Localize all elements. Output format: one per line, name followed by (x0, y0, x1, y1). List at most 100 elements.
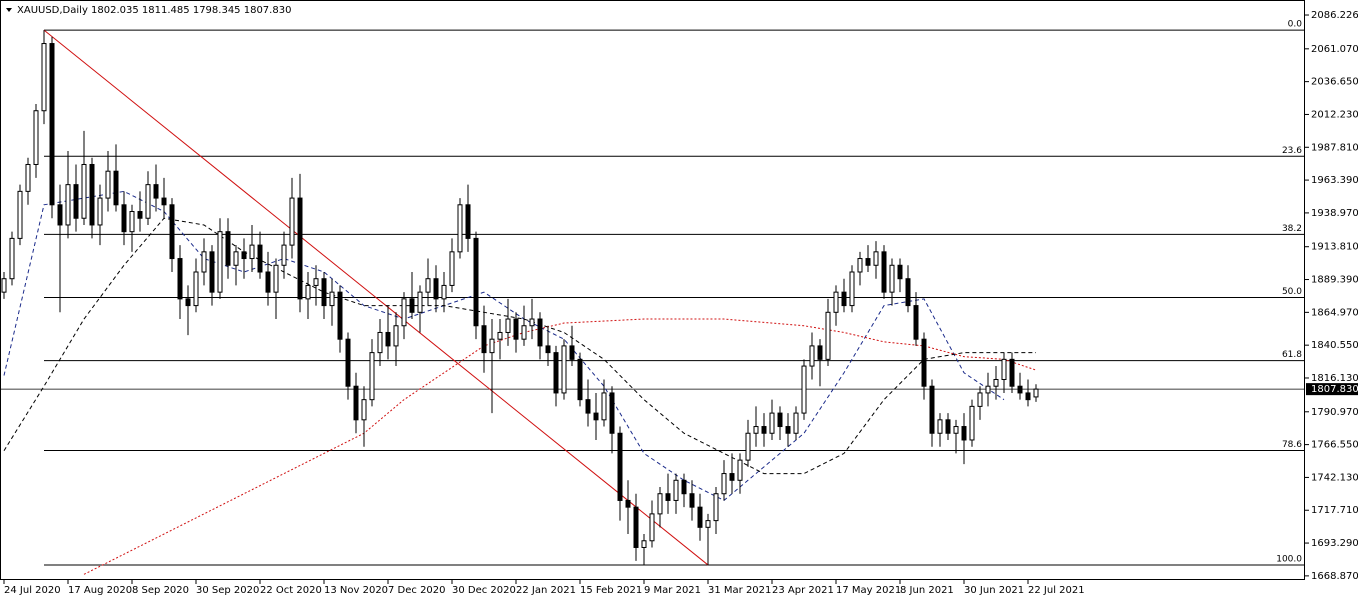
y-tick-label: 1840.550 (1311, 340, 1358, 351)
candle-body (33, 110, 39, 165)
moving-average (3, 217, 1036, 475)
candle-body (313, 278, 319, 286)
candle-body (321, 278, 327, 307)
candle-body (913, 305, 919, 340)
candle-body (745, 432, 751, 461)
candle-body (465, 204, 471, 239)
candle-body (769, 412, 775, 434)
candle-body (1009, 358, 1015, 387)
candle-body (921, 338, 927, 387)
x-tick-label: 17 May 2021 (836, 585, 901, 596)
chart-title: XAUUSD,Daily 1802.035 1811.485 1798.345 … (17, 5, 291, 16)
y-tick-label: 2086.226 (1311, 10, 1358, 21)
candle-body (697, 506, 703, 528)
candle-body (217, 231, 223, 293)
candle-body (1001, 358, 1007, 380)
candle-body (809, 345, 815, 367)
x-tick-label: 13 Nov 2020 (324, 585, 388, 596)
candle-body (1033, 388, 1039, 398)
x-tick-label: 22 Jul 2021 (1028, 585, 1085, 596)
current-price-box (1306, 383, 1358, 396)
x-tick-label: 9 Mar 2021 (644, 585, 701, 596)
candle-body (273, 264, 279, 293)
candle-body (209, 251, 215, 293)
candle-body (665, 493, 671, 501)
candle-body (537, 318, 543, 347)
candle-body (577, 358, 583, 401)
candle-body (641, 540, 647, 548)
candle-body (177, 258, 183, 300)
candle-body (689, 493, 695, 508)
x-tick-label: 22 Oct 2020 (260, 585, 322, 596)
candle-body (329, 291, 335, 307)
candle-body (17, 190, 23, 239)
fib-label: 50.0 (1282, 287, 1302, 297)
menu-arrow[interactable] (6, 8, 12, 12)
candle-body (417, 291, 423, 313)
trend-line (43, 29, 709, 566)
y-tick-label: 1938.970 (1311, 208, 1358, 219)
candle-body (425, 278, 431, 293)
candle-body (969, 405, 975, 441)
candle-body (865, 258, 871, 266)
candle-body (441, 284, 447, 300)
candle-body (193, 271, 199, 307)
candle-body (433, 278, 439, 300)
current-price-label: 1807.830 (1311, 384, 1358, 395)
candle-body (673, 479, 679, 501)
candle-body (49, 43, 55, 206)
candle-body (681, 479, 687, 495)
candle-body (385, 331, 391, 347)
candle-body (713, 493, 719, 522)
fib-label: 61.8 (1282, 350, 1302, 360)
candle-body (1, 278, 7, 293)
candle-body (281, 244, 287, 266)
candle-body (633, 506, 639, 548)
candle-body (305, 284, 311, 300)
y-tick-label: 1766.550 (1311, 440, 1358, 451)
candle-body (377, 331, 383, 354)
candle-body (649, 513, 655, 542)
candle-body (393, 325, 399, 347)
candle-body (185, 298, 191, 307)
y-tick-label: 1717.710 (1311, 505, 1358, 516)
candle-body (761, 426, 767, 434)
candle-body (401, 298, 407, 327)
candle-body (9, 237, 15, 280)
candle-body (953, 426, 959, 434)
fib-label: 100.0 (1276, 554, 1302, 564)
x-tick-label: 8 Sep 2020 (132, 585, 189, 596)
candle-body (289, 197, 295, 246)
candle-body (81, 163, 87, 219)
candle-body (161, 197, 167, 206)
candle-body (201, 251, 207, 273)
candle-body (297, 197, 303, 300)
fib-label: 78.6 (1282, 440, 1302, 450)
x-tick-label: 30 Jun 2021 (964, 585, 1024, 596)
candle-body (553, 352, 559, 394)
candle-body (353, 385, 359, 421)
candle-body (57, 204, 63, 226)
candle-body (961, 426, 967, 441)
candle-body (777, 412, 783, 428)
candle-body (481, 325, 487, 354)
candle-body (113, 170, 119, 206)
candle-body (89, 163, 95, 226)
candle-body (545, 345, 551, 354)
x-tick-label: 30 Dec 2020 (452, 585, 516, 596)
y-tick-label: 1693.290 (1311, 538, 1358, 549)
candle-body (729, 473, 735, 481)
candle-body (585, 399, 591, 414)
y-tick-label: 1668.870 (1311, 571, 1358, 582)
candle-body (705, 520, 711, 528)
candle-body (241, 251, 247, 260)
candle-body (249, 244, 255, 260)
fib-label: 23.6 (1282, 146, 1302, 156)
candle-body (25, 163, 31, 192)
x-tick-label: 22 Jan 2021 (516, 585, 576, 596)
y-tick-label: 2012.230 (1311, 109, 1358, 120)
candle-body (889, 264, 895, 293)
y-tick-label: 1889.390 (1311, 275, 1358, 286)
x-tick-label: 23 Apr 2021 (772, 585, 834, 596)
